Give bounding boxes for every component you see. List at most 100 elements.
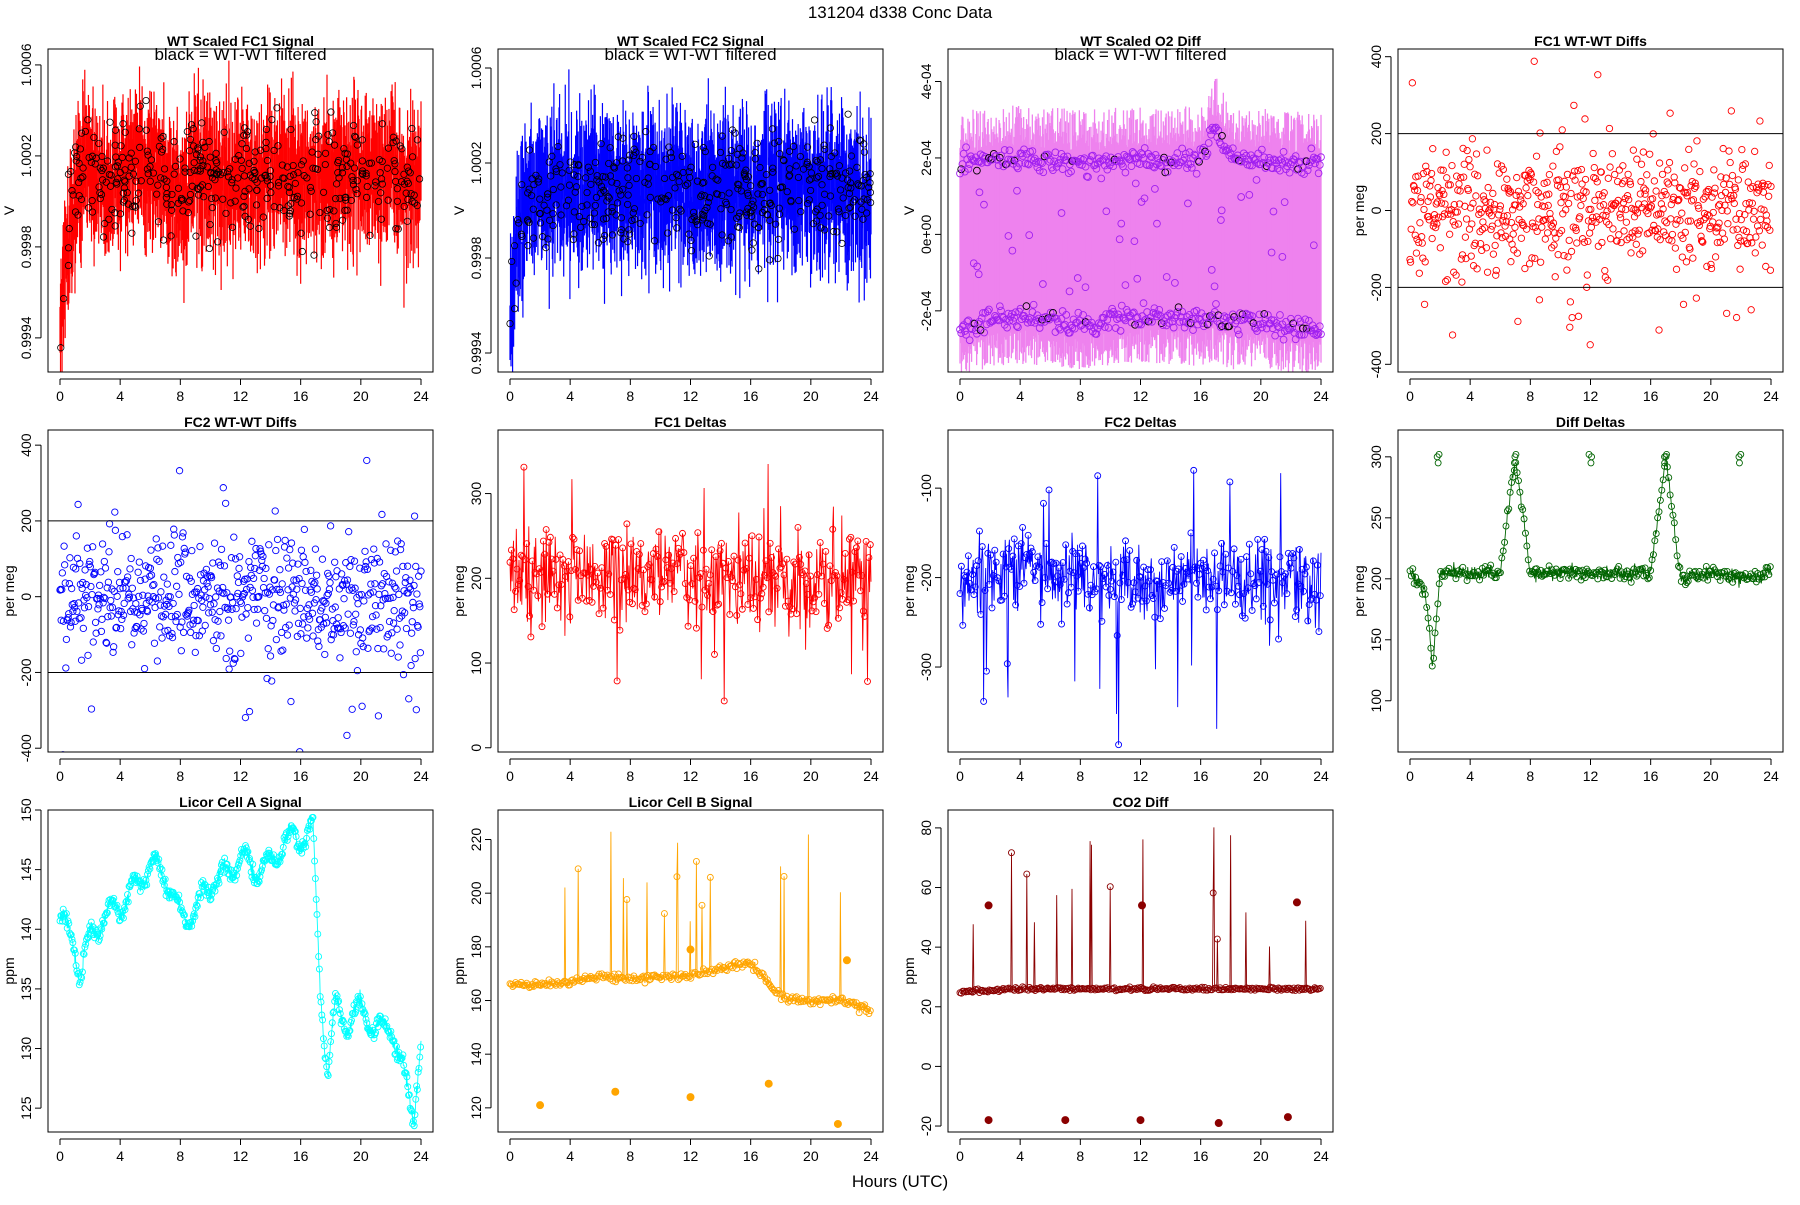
- data-point: [1430, 145, 1436, 151]
- data-point: [1410, 200, 1416, 206]
- data-point: [314, 586, 320, 592]
- data-point: [1567, 299, 1573, 305]
- data-point: [310, 633, 316, 639]
- y-tick-label: 400: [1368, 45, 1384, 69]
- data-point: [1766, 162, 1772, 168]
- data-point: [1588, 224, 1594, 230]
- y-tick-label: 0.9998: [18, 225, 34, 268]
- data-point: [178, 648, 184, 654]
- x-tick-label: 24: [863, 388, 879, 404]
- data-point: [341, 596, 347, 602]
- data-point: [211, 601, 217, 607]
- data-point: [266, 542, 272, 548]
- data-point: [1537, 259, 1543, 265]
- data-point: [274, 536, 280, 542]
- data-point: [1592, 197, 1598, 203]
- data-point: [362, 548, 368, 554]
- data-point: [153, 536, 159, 542]
- data-point: [287, 546, 293, 552]
- data-point: [245, 604, 251, 610]
- data-point: [1686, 146, 1692, 152]
- x-tick-label: 20: [1703, 388, 1719, 404]
- data-point: [210, 560, 216, 566]
- data-point: [1421, 301, 1427, 307]
- panel-fc2_signal: WT Scaled FC2 SignalV0.99940.99981.00021…: [451, 33, 883, 404]
- data-point: [211, 540, 217, 546]
- data-point: [261, 575, 267, 581]
- data-point: [228, 554, 234, 560]
- data-point: [334, 568, 340, 574]
- y-tick-label: 1.0002: [18, 134, 34, 177]
- plot-area: [1398, 58, 1783, 381]
- data-point: [403, 625, 409, 631]
- data-point: [1587, 342, 1593, 348]
- data-point: [352, 611, 358, 617]
- data-point: [265, 646, 271, 652]
- data-point: [1694, 138, 1700, 144]
- filtered-point: [359, 137, 365, 143]
- data-point: [1468, 253, 1474, 259]
- x-tick-label: 24: [863, 768, 879, 784]
- data-point: [1413, 250, 1419, 256]
- data-point: [245, 635, 251, 641]
- data-point: [213, 594, 219, 600]
- data-point: [1564, 267, 1570, 273]
- data-point: [75, 501, 81, 507]
- data-point: [1442, 278, 1448, 284]
- x-tick-label: 20: [353, 388, 369, 404]
- data-point: [1673, 266, 1679, 272]
- data-point: [158, 589, 164, 595]
- x-tick-label: 16: [1193, 388, 1209, 404]
- x-tick-label: 8: [1076, 388, 1084, 404]
- data-point: [1408, 226, 1414, 232]
- data-point: [1623, 206, 1629, 212]
- data-point: [1633, 241, 1639, 247]
- data-point: [326, 586, 332, 592]
- data-point: [1742, 161, 1748, 167]
- data-point: [1723, 310, 1729, 316]
- data-point: [388, 650, 394, 656]
- data-point: [148, 572, 154, 578]
- data-point: [327, 580, 333, 586]
- data-point: [1504, 176, 1510, 182]
- data-point: [114, 593, 120, 599]
- x-tick-label: 24: [413, 388, 429, 404]
- x-tick-label: 4: [116, 768, 124, 784]
- data-point: [123, 578, 129, 584]
- y-tick-label: -400: [18, 734, 34, 762]
- data-point: [1602, 267, 1608, 273]
- data-point: [1459, 279, 1465, 285]
- y-tick-label: -200: [1368, 273, 1384, 301]
- data-point: [390, 620, 396, 626]
- plot-area: [957, 79, 1325, 375]
- data-point: [376, 591, 382, 597]
- data-point: [202, 622, 208, 628]
- x-tick-label: 0: [956, 388, 964, 404]
- data-point: [1463, 216, 1469, 222]
- data-point: [262, 607, 268, 613]
- data-point: [1441, 191, 1447, 197]
- data-point: [102, 565, 108, 571]
- panels: WT Scaled FC1 SignalV0.99940.99981.00021…: [1, 33, 1783, 1164]
- data-point: [1539, 224, 1545, 230]
- data-point: [1490, 190, 1496, 196]
- data-point: [349, 706, 355, 712]
- data-point: [284, 555, 290, 561]
- y-tick-label: 0.9998: [468, 236, 484, 279]
- data-point: [1418, 194, 1424, 200]
- data-point: [1536, 297, 1542, 303]
- data-point: [159, 635, 165, 641]
- data-point: [273, 636, 279, 642]
- data-point: [335, 615, 341, 621]
- panel-annotation: black = WT-WT filtered: [154, 45, 326, 64]
- data-point: [189, 547, 195, 553]
- data-point: [1462, 234, 1468, 240]
- data-point: [136, 559, 142, 565]
- plot-area: [48, 457, 433, 758]
- data-point: [1456, 181, 1462, 187]
- data-point: [1555, 251, 1561, 257]
